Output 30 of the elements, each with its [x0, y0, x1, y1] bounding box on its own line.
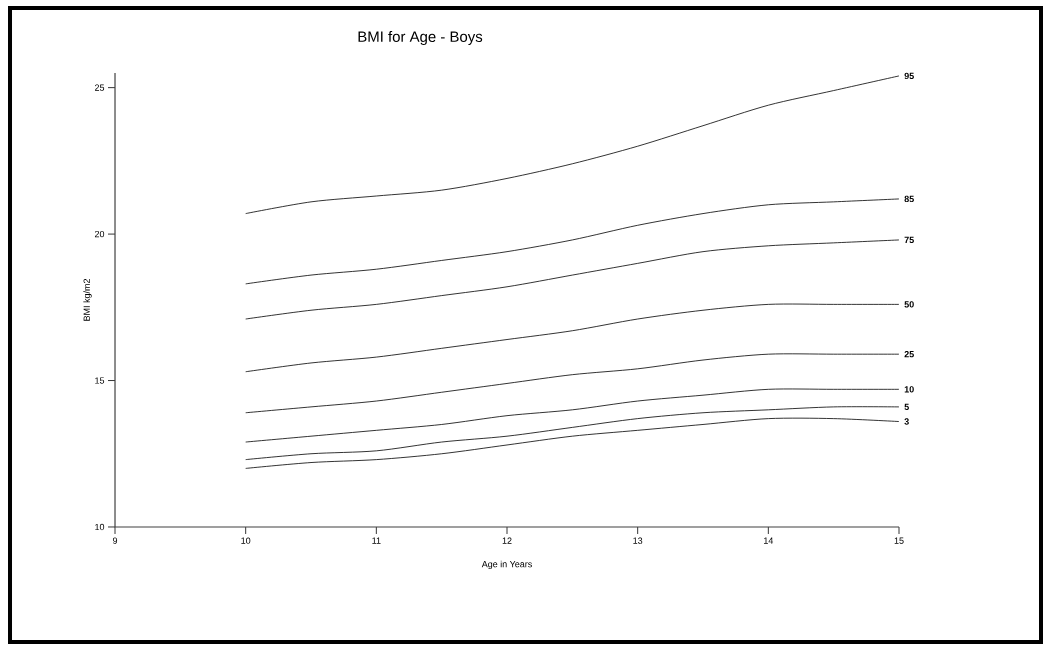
x-tick-label: 11: [372, 537, 381, 544]
series-label: 25: [904, 350, 914, 358]
chart-title: BMI for Age - Boys: [358, 31, 483, 45]
series-label: 5: [904, 403, 909, 411]
line-series: [245, 239, 900, 320]
x-tick-label: 9: [112, 537, 118, 544]
y-axis-title: BMI kg/m2: [83, 279, 92, 321]
series-label: 50: [904, 301, 914, 308]
series-label: 3: [904, 418, 909, 425]
series-label: 95: [904, 72, 914, 80]
series-label: 10: [904, 386, 914, 393]
series-label: 75: [904, 236, 914, 244]
line-series: [245, 388, 900, 443]
y-tick-label: 25: [94, 84, 105, 91]
line-series: [245, 198, 900, 285]
line-series: [245, 303, 900, 373]
line-series: [245, 417, 900, 469]
x-tick-label: 13: [633, 537, 643, 544]
line-series: [245, 75, 900, 214]
line-series: [245, 353, 900, 414]
line-series: [245, 406, 900, 461]
x-tick-label: 10: [241, 537, 251, 544]
y-tick-label: 10: [95, 523, 105, 531]
series-label: 85: [904, 195, 914, 203]
y-tick-label: 15: [95, 377, 105, 384]
x-tick-label: 14: [764, 537, 774, 544]
y-tick-label: 20: [94, 230, 105, 238]
x-axis-title: Age in Years: [481, 560, 532, 570]
x-tick-label: 12: [502, 537, 512, 544]
x-tick-label: 15: [894, 537, 904, 544]
